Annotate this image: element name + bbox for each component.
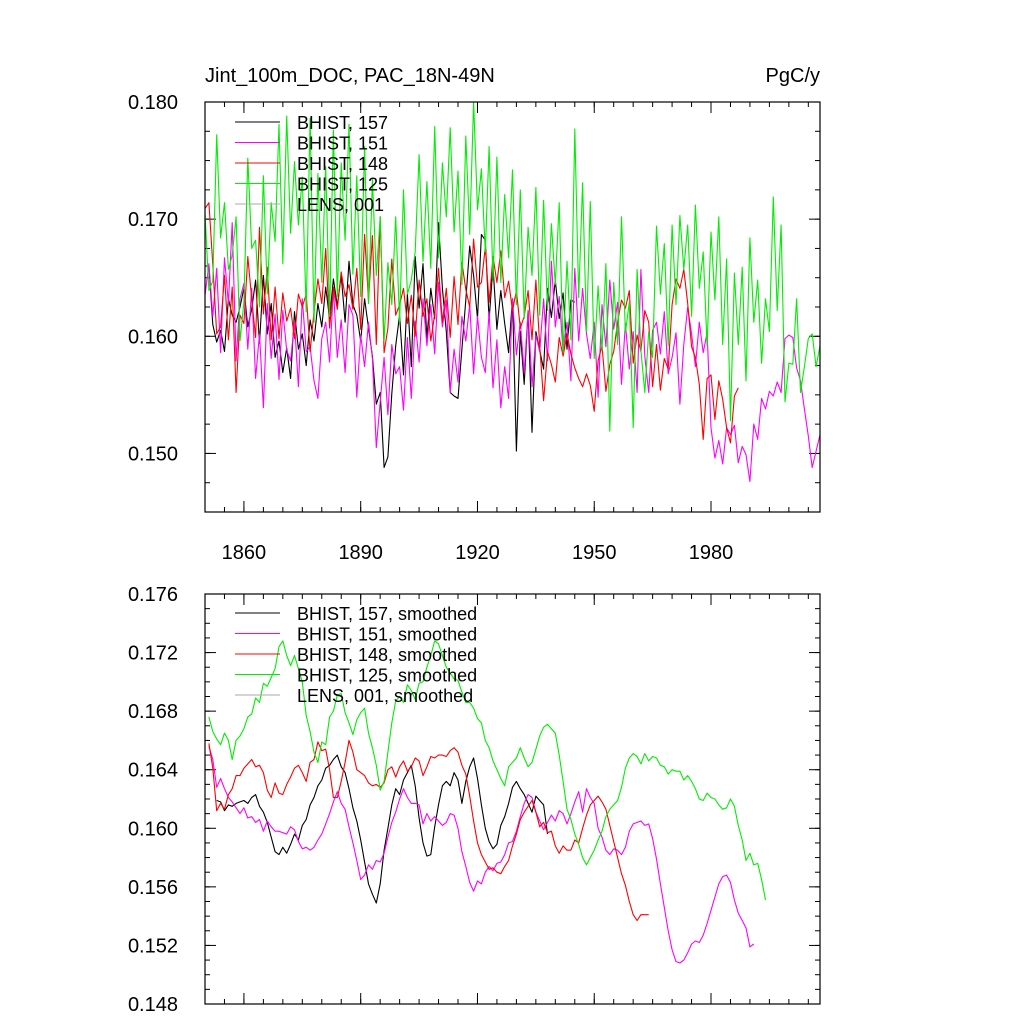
series-line-3 bbox=[205, 102, 820, 432]
top-panel-ticks: 1860 1890 1920 1950 1980 0.150 0.160 0.170 0.180 bbox=[128, 92, 820, 564]
y-tick-label: 0.152 bbox=[128, 935, 178, 957]
x-tick-label: 1980 bbox=[689, 542, 734, 564]
top-panel-series bbox=[205, 102, 820, 483]
top-panel-title: Jint_100m_DOC, PAC_18N-49N bbox=[205, 65, 495, 87]
legend-label: BHIST, 157 bbox=[297, 113, 388, 133]
series-line-1 bbox=[205, 222, 820, 483]
series-line-1 bbox=[208, 746, 755, 964]
top-panel-frame bbox=[204, 101, 821, 513]
legend-label: BHIST, 125, smoothed bbox=[297, 666, 477, 686]
legend-label: BHIST, 148 bbox=[297, 154, 388, 174]
series-line-2 bbox=[208, 739, 649, 922]
series-line-0 bbox=[216, 754, 549, 904]
legend-label: BHIST, 157, smoothed bbox=[297, 604, 477, 624]
x-tick-label: 1860 bbox=[222, 542, 267, 564]
y-tick-label: 0.176 bbox=[128, 584, 178, 606]
y-tick-label: 0.168 bbox=[128, 701, 178, 723]
top-panel-units: PgC/y bbox=[766, 65, 820, 87]
bottom-panel-frame bbox=[204, 593, 821, 1005]
bottom-panel: 0.148 0.152 0.156 0.160 0.164 0.168 0.172 0.176… bbox=[128, 584, 821, 1016]
y-tick-label: 0.160 bbox=[128, 818, 178, 840]
y-tick-label: 0.156 bbox=[128, 877, 178, 899]
y-tick-label: 0.180 bbox=[128, 92, 178, 114]
series-line-3 bbox=[208, 640, 767, 901]
legend-label: BHIST, 151, smoothed bbox=[297, 625, 477, 645]
y-tick-label: 0.148 bbox=[128, 994, 178, 1016]
y-tick-label: 0.164 bbox=[128, 760, 178, 782]
y-tick-label: 0.160 bbox=[128, 326, 178, 348]
bottom-panel-series bbox=[208, 640, 767, 964]
bottom-panel-ticks: 0.148 0.152 0.156 0.160 0.164 0.168 0.172 0.176 bbox=[128, 584, 820, 1016]
legend-label: LENS, 001, smoothed bbox=[297, 686, 473, 706]
y-tick-label: 0.170 bbox=[128, 209, 178, 231]
x-tick-label: 1920 bbox=[455, 542, 500, 564]
y-tick-label: 0.172 bbox=[128, 643, 178, 665]
legend-label: BHIST, 148, smoothed bbox=[297, 645, 477, 665]
legend-label: BHIST, 151 bbox=[297, 134, 388, 154]
x-tick-label: 1950 bbox=[572, 542, 617, 564]
legend-label: LENS, 001 bbox=[297, 195, 384, 215]
legend-label: BHIST, 125 bbox=[297, 175, 388, 195]
x-tick-label: 1890 bbox=[338, 542, 383, 564]
y-tick-label: 0.150 bbox=[128, 443, 178, 465]
top-panel: Jint_100m_DOC, PAC_18N-49N PgC/y 1860 189… bbox=[128, 65, 821, 564]
